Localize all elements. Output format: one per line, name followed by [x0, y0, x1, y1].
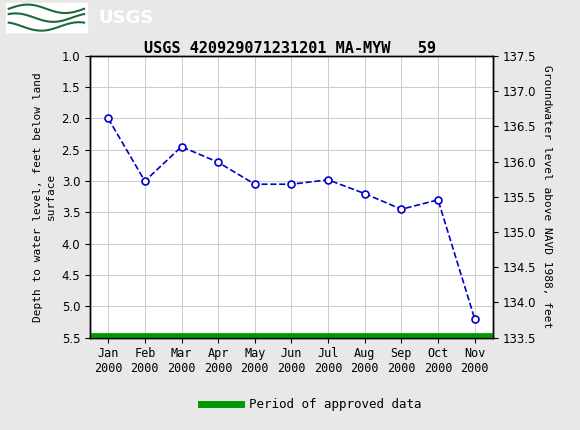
- Text: USGS: USGS: [99, 9, 154, 27]
- Y-axis label: Depth to water level, feet below land
surface: Depth to water level, feet below land su…: [33, 72, 56, 322]
- Y-axis label: Groundwater level above NAVD 1988, feet: Groundwater level above NAVD 1988, feet: [542, 65, 552, 329]
- FancyBboxPatch shape: [6, 3, 87, 32]
- Text: Period of approved data: Period of approved data: [249, 398, 422, 411]
- Text: USGS 420929071231201 MA-MYW   59: USGS 420929071231201 MA-MYW 59: [144, 41, 436, 55]
